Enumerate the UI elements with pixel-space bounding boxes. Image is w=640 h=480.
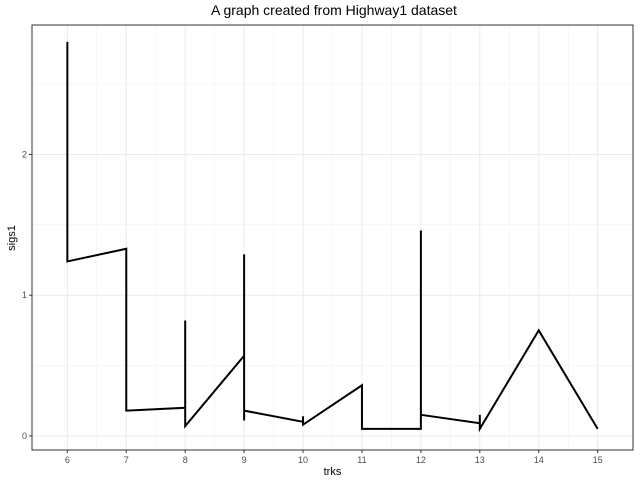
- y-tick-label: 2: [22, 149, 27, 159]
- chart-title: A graph created from Highway1 dataset: [211, 2, 457, 18]
- x-tick-label: 9: [242, 455, 247, 465]
- x-tick-label: 7: [124, 455, 129, 465]
- x-tick-label: 13: [475, 455, 485, 465]
- x-tick-label: 15: [593, 455, 603, 465]
- x-tick-label: 10: [298, 455, 308, 465]
- panel-border: [31, 24, 634, 451]
- x-tick-label: 6: [65, 455, 70, 465]
- x-tick-label: 8: [183, 455, 188, 465]
- y-tick-label: 0: [22, 431, 27, 441]
- x-tick-label: 12: [416, 455, 426, 465]
- x-tick-label: 11: [357, 455, 366, 465]
- x-axis-label: trks: [324, 466, 342, 478]
- x-tick-label: 14: [534, 455, 544, 465]
- grid: [32, 25, 633, 450]
- series-line: [66, 41, 599, 433]
- y-axis-label: sigs1: [6, 225, 18, 251]
- y-tick-label: 1: [22, 290, 27, 300]
